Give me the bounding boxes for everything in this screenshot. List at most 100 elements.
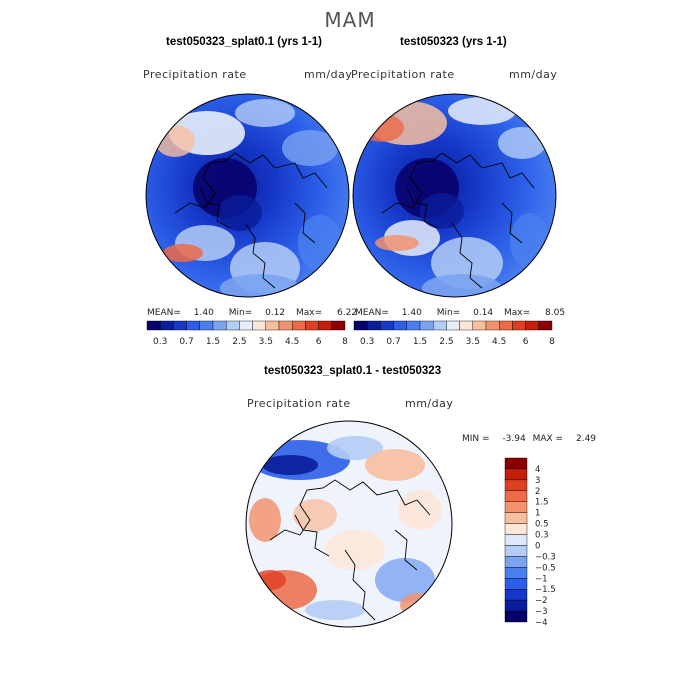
- panel1-colorbar-swatch: [239, 320, 253, 331]
- diff-units: mm/day: [405, 397, 454, 410]
- panel2-variable: Precipitation rate: [351, 68, 455, 81]
- diff-colorbar-label: −0.3: [535, 552, 556, 562]
- diff-colorbar-swatch: [504, 479, 528, 492]
- panel1-units: mm/day: [304, 68, 353, 81]
- panel2-colorbar-label: 4.5: [492, 337, 506, 347]
- panel1-max-label: Max=: [296, 308, 323, 318]
- diff-colorbar-label: 0: [535, 541, 540, 551]
- panel2-colorbar: 0.3 0.7 1.5 2.5 3.5 4.5 6 8: [353, 320, 555, 347]
- panel2-colorbar-label: 0.7: [386, 337, 400, 347]
- panel1-colorbar-label: 0.3: [153, 337, 167, 347]
- diff-colorbar-swatch: [504, 610, 528, 623]
- panel1-colorbar-swatch: [146, 320, 161, 331]
- panel2-max: 8.05: [545, 308, 566, 318]
- panel1-colorbar-swatch: [278, 320, 293, 331]
- diff-max-label: MAX =: [532, 434, 564, 444]
- diff-colorbar-swatch: [504, 588, 528, 601]
- panel2-min-label: Min=: [436, 308, 461, 318]
- panel1-colorbar-label: 0.7: [179, 337, 193, 347]
- panel1-colorbar-label: 6: [316, 337, 322, 347]
- panel1-colorbar: 0.3 0.7 1.5 2.5 3.5 4.5 6 8: [146, 320, 348, 347]
- diff-max: 2.49: [575, 434, 597, 444]
- panel2-colorbar-swatch: [353, 320, 368, 331]
- panel2-colorbar-swatch: [380, 320, 394, 331]
- panel1-colorbar-swatch: [212, 320, 227, 331]
- panel1-max: 6.22: [337, 308, 358, 318]
- panel2-colorbar-swatch: [498, 320, 513, 331]
- diff-colorbar-swatch: [504, 490, 528, 502]
- diff-colorbar-label: −4: [535, 618, 548, 625]
- panel2-max-label: Max=: [504, 308, 531, 318]
- diff-colorbar-label: 1: [535, 509, 540, 519]
- diff-colorbar-swatch: [504, 534, 528, 546]
- panel1-colorbar-swatch: [265, 320, 280, 331]
- panel2-colorbar-label: 6: [523, 337, 529, 347]
- diff-map: [245, 420, 453, 628]
- panel1-colorbar-swatch: [159, 320, 174, 331]
- panel1-title: test050323_splat0.1 (yrs 1-1): [166, 36, 322, 48]
- panel1-colorbar-swatch: [199, 320, 214, 331]
- diff-min: -3.94: [502, 434, 526, 444]
- panel1-min-label: Min=: [228, 308, 253, 318]
- panel1-colorbar-label: 8: [342, 337, 348, 347]
- panel1-min: 0.12: [265, 308, 286, 318]
- panel1-colorbar-label: 1.5: [206, 337, 220, 347]
- diff-colorbar-label: −3: [535, 607, 548, 617]
- panel2-colorbar-label: 3.5: [466, 337, 480, 347]
- panel2-min: 0.14: [473, 308, 494, 318]
- diff-colorbar-swatch: [504, 468, 528, 481]
- panel1-mean-label: MEAN=: [147, 308, 181, 318]
- diff-colorbar-label: 4: [535, 465, 540, 475]
- panel1-colorbar-label: 3.5: [259, 337, 273, 347]
- panel2-colorbar-swatch: [512, 320, 526, 331]
- diff-colorbar-swatch: [504, 512, 528, 524]
- panel2-mean: 1.40: [401, 308, 422, 318]
- diff-variable: Precipitation rate: [247, 397, 351, 410]
- diff-colorbar-label: −2: [535, 596, 548, 606]
- panel1-colorbar-swatch: [186, 320, 200, 331]
- panel1-map: [145, 93, 350, 298]
- panel2-colorbar-label: 8: [549, 337, 555, 347]
- panel1-colorbar-swatch: [305, 320, 319, 331]
- panel2-colorbar-swatch: [538, 320, 553, 331]
- panel2-colorbar-swatch: [525, 320, 540, 331]
- season-title: MAM: [324, 8, 376, 32]
- diff-colorbar-label: 3: [535, 476, 540, 486]
- diff-colorbar-swatch: [504, 556, 528, 568]
- panel2-colorbar-label: 1.5: [413, 337, 427, 347]
- diff-stats: MIN = -3.94 MAX = 2.49: [462, 434, 596, 444]
- diff-title: test050323_splat0.1 - test050323: [264, 365, 442, 377]
- panel1-colorbar-swatch: [291, 320, 306, 331]
- panel2-units: mm/day: [509, 68, 558, 81]
- diff-colorbar-swatch: [504, 501, 528, 513]
- panel2-stats: MEAN= 1.40 Min= 0.14 Max= 8.05: [355, 308, 565, 318]
- panel1-colorbar-label: 4.5: [285, 337, 299, 347]
- diff-colorbar-swatch: [504, 457, 528, 470]
- diff-colorbar-label: −0.5: [535, 563, 556, 573]
- diff-colorbar-swatch: [504, 599, 528, 612]
- diff-colorbar-label: −1: [535, 574, 548, 584]
- diff-colorbar-swatch: [504, 567, 528, 579]
- panel2-colorbar-swatch: [472, 320, 487, 331]
- panel2-colorbar-swatch: [419, 320, 434, 331]
- panel1-colorbar-swatch: [331, 320, 346, 331]
- diff-colorbar-label: 2: [535, 487, 540, 497]
- panel2-colorbar-label: 2.5: [439, 337, 453, 347]
- panel1-colorbar-swatch: [173, 320, 187, 331]
- panel2-colorbar-swatch: [446, 320, 460, 331]
- diff-colorbar-swatch: [504, 523, 528, 535]
- diff-colorbar-swatch: [504, 578, 528, 590]
- diff-colorbar-label: 1.5: [535, 498, 549, 508]
- panel1-colorbar-swatch: [318, 320, 333, 331]
- panel1-variable: Precipitation rate: [143, 68, 247, 81]
- diff-colorbar-label: 0.3: [535, 531, 549, 541]
- panel2-colorbar-swatch: [432, 320, 447, 331]
- panel2-colorbar-swatch: [406, 320, 421, 331]
- panel1-colorbar-swatch: [252, 320, 266, 331]
- panel1-colorbar-label: 2.5: [232, 337, 246, 347]
- panel1-stats: MEAN= 1.40 Min= 0.12 Max= 6.22: [147, 308, 357, 318]
- panel2-colorbar-swatch: [459, 320, 473, 331]
- panel1-mean: 1.40: [193, 308, 214, 318]
- panel2-colorbar-swatch: [366, 320, 381, 331]
